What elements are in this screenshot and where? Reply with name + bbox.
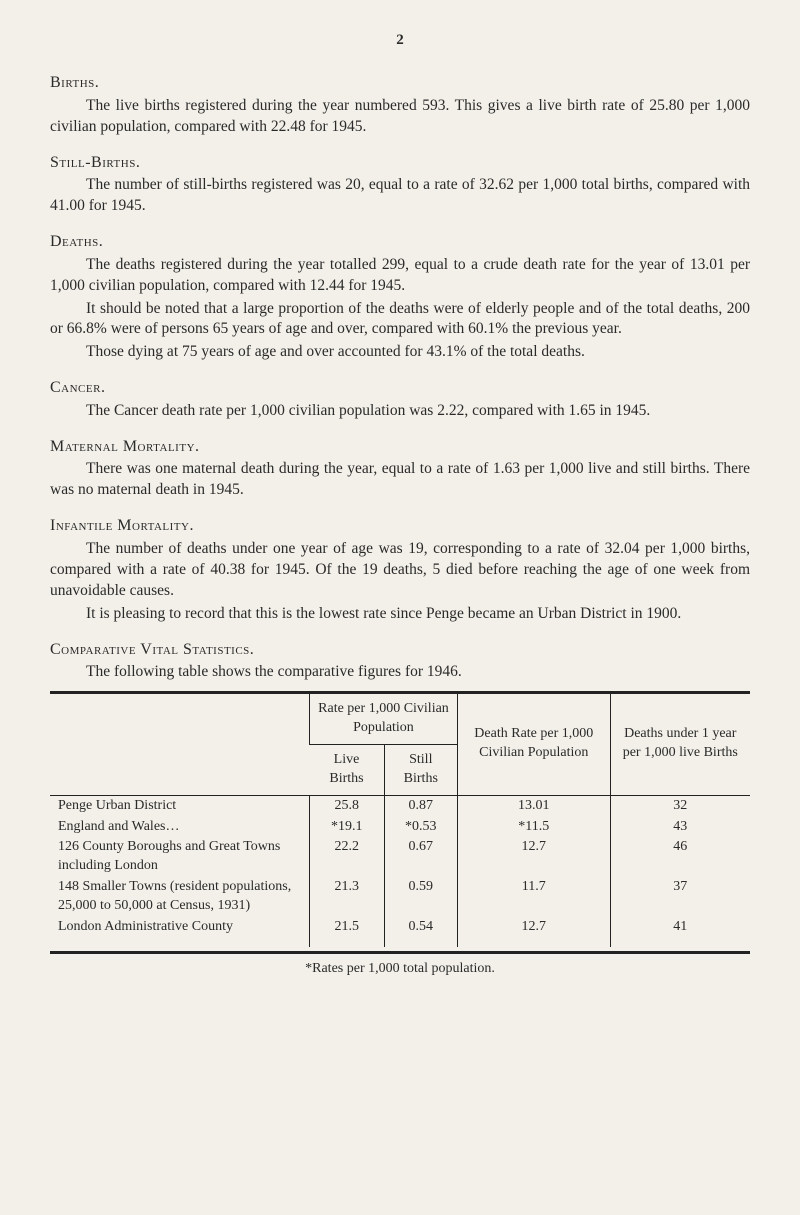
table-row: Penge Urban District 25.8 0.87 13.01 32 [50, 795, 750, 816]
para-births-1: The live births registered during the ye… [50, 96, 750, 138]
section-births: Births. The live births registered durin… [50, 72, 750, 137]
para-infantile-1: The number of deaths under one year of a… [50, 539, 750, 602]
table-row: England and Wales… *19.1 *0.53 *11.5 43 [50, 817, 750, 838]
section-infantile: Infantile Mortality. The number of death… [50, 515, 750, 624]
section-comparative: Comparative Vital Statistics. The follow… [50, 639, 750, 979]
cell-live: 21.5 [309, 917, 384, 947]
section-cancer: Cancer. The Cancer death rate per 1,000 … [50, 377, 750, 422]
row-label: Penge Urban District [50, 795, 309, 816]
col-live-births: Live Births [309, 744, 384, 795]
para-cancer-1: The Cancer death rate per 1,000 civilian… [50, 401, 750, 422]
col-blank [50, 693, 309, 796]
section-deaths: Deaths. The deaths registered during the… [50, 231, 750, 363]
para-still-births-1: The number of still-births registered wa… [50, 175, 750, 217]
cell-still: 0.59 [384, 877, 457, 917]
col-deaths-under-1: Deaths under 1 year per 1,000 live Birth… [610, 693, 750, 796]
vital-stats-table: Rate per 1,000 Civilian Population Death… [50, 691, 750, 947]
row-label: 126 County Boroughs and Great Towns incl… [50, 837, 309, 877]
para-maternal-1: There was one maternal death during the … [50, 459, 750, 501]
para-infantile-2: It is pleasing to record that this is th… [50, 604, 750, 625]
section-still-births: Still-Births. The number of still-births… [50, 152, 750, 217]
table-row: 148 Smaller Towns (resident populations,… [50, 877, 750, 917]
row-label: 148 Smaller Towns (resident populations,… [50, 877, 309, 917]
heading-deaths: Deaths. [50, 231, 750, 253]
para-deaths-2: It should be noted that a large proporti… [50, 299, 750, 341]
page-number: 2 [50, 30, 750, 50]
row-label: England and Wales… [50, 817, 309, 838]
cell-death: 11.7 [458, 877, 611, 917]
table-bottom-rule [50, 951, 750, 954]
cell-death: 12.7 [458, 917, 611, 947]
heading-infantile: Infantile Mortality. [50, 515, 750, 537]
cell-still: *0.53 [384, 817, 457, 838]
col-still-births: Still Births [384, 744, 457, 795]
table-footnote: *Rates per 1,000 total population. [50, 960, 750, 979]
cell-under1: 37 [610, 877, 750, 917]
cell-still: 0.87 [384, 795, 457, 816]
para-deaths-3: Those dying at 75 years of age and over … [50, 342, 750, 363]
heading-maternal: Maternal Mortality. [50, 436, 750, 458]
table-row: London Administrative County 21.5 0.54 1… [50, 917, 750, 947]
cell-under1: 41 [610, 917, 750, 947]
cell-live: *19.1 [309, 817, 384, 838]
cell-under1: 46 [610, 837, 750, 877]
cell-death: 12.7 [458, 837, 611, 877]
heading-births: Births. [50, 72, 750, 94]
cell-death: 13.01 [458, 795, 611, 816]
col-death-rate: Death Rate per 1,000 Civilian Population [458, 693, 611, 796]
para-comparative-1: The following table shows the comparativ… [50, 662, 750, 683]
cell-live: 21.3 [309, 877, 384, 917]
cell-death: *11.5 [458, 817, 611, 838]
cell-live: 25.8 [309, 795, 384, 816]
cell-live: 22.2 [309, 837, 384, 877]
col-rate-group: Rate per 1,000 Civilian Population [309, 693, 457, 745]
cell-still: 0.54 [384, 917, 457, 947]
heading-still-births: Still-Births. [50, 152, 750, 174]
heading-comparative: Comparative Vital Statistics. [50, 639, 750, 661]
cell-under1: 32 [610, 795, 750, 816]
para-deaths-1: The deaths registered during the year to… [50, 255, 750, 297]
cell-under1: 43 [610, 817, 750, 838]
heading-cancer: Cancer. [50, 377, 750, 399]
row-label: London Administrative County [50, 917, 309, 947]
cell-still: 0.67 [384, 837, 457, 877]
table-row: 126 County Boroughs and Great Towns incl… [50, 837, 750, 877]
section-maternal: Maternal Mortality. There was one matern… [50, 436, 750, 501]
